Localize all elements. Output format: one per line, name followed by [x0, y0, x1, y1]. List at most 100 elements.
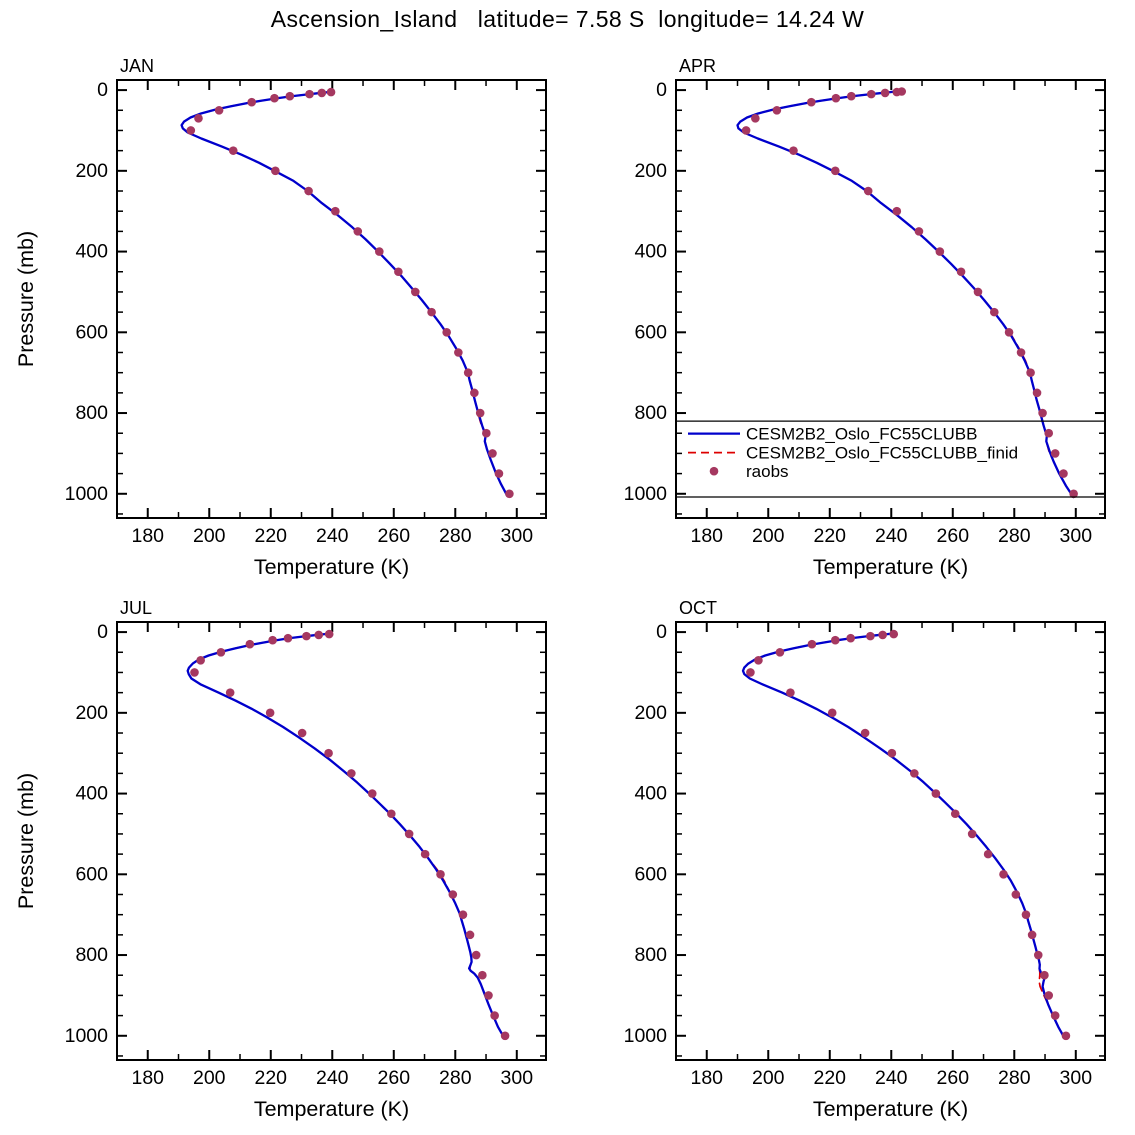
raobs-dot	[999, 870, 1008, 879]
x-tick-label: 180	[131, 1067, 164, 1089]
raobs-dot	[454, 348, 463, 357]
raobs-dot	[831, 93, 841, 103]
raobs-dot	[1026, 368, 1035, 377]
raobs-dot	[950, 809, 960, 819]
x-tick-label: 220	[813, 525, 846, 547]
x-tick-label: 280	[439, 525, 472, 547]
raobs-dot	[247, 97, 256, 107]
x-tick-label: 240	[875, 1067, 908, 1089]
panel-apr: APR 180 200 220 240 260 280 300 0 200 400 600 800 100…	[624, 56, 1106, 579]
raobs-dot	[1032, 388, 1042, 398]
panel-month-label: JUL	[120, 598, 152, 618]
panel-month-label: JAN	[120, 56, 154, 76]
panel-month-label: OCT	[679, 598, 717, 618]
raobs-dot	[1050, 1011, 1060, 1020]
figure-title: Ascension_Island latitude= 7.58 S longit…	[270, 6, 865, 32]
raobs-dot	[1016, 348, 1026, 357]
raobs-dot	[956, 267, 966, 277]
raobs-dot	[830, 166, 840, 176]
raobs-dot	[411, 287, 420, 297]
y-tick-label: 800	[75, 402, 108, 424]
raobs-dot	[484, 991, 493, 1000]
x-tick-label: 200	[752, 525, 785, 547]
raobs-dot	[347, 769, 356, 778]
plot-frame	[675, 79, 1106, 519]
x-tick-label: 220	[813, 1067, 846, 1089]
raobs-dot	[305, 89, 314, 99]
raobs-dot	[471, 950, 481, 960]
raobs-dot	[973, 287, 983, 297]
raobs-dot	[490, 1011, 499, 1020]
y-tick-label: 200	[634, 702, 667, 724]
raobs-dot	[866, 89, 876, 99]
raobs-dot	[807, 639, 817, 649]
y-tick-label: 0	[656, 621, 667, 643]
y-tick-label: 200	[634, 160, 667, 182]
raobs-dot	[775, 647, 785, 657]
x-tick-label: 240	[875, 525, 908, 547]
raobs-dot	[442, 328, 451, 337]
raobs-dot	[228, 146, 238, 155]
series-solid	[741, 632, 1066, 1039]
raobs-dot	[746, 668, 755, 677]
raobs-dot	[324, 629, 334, 639]
raobs-dot	[488, 449, 497, 458]
raobs-dot	[285, 91, 295, 101]
plot-frame	[116, 79, 547, 519]
raobs-dot	[989, 307, 999, 317]
raobs-dot	[304, 186, 313, 196]
raobs-dot	[326, 87, 336, 97]
raobs-dot	[1059, 469, 1068, 478]
raobs-dot	[878, 630, 887, 640]
raobs-dot	[494, 469, 504, 478]
plot-frame	[675, 621, 1106, 1061]
raobs-dot	[914, 227, 924, 236]
y-tick-label: 0	[656, 79, 667, 101]
raobs-dot	[317, 88, 327, 98]
raobs-dot	[892, 206, 902, 216]
raobs-dot	[1040, 970, 1049, 980]
raobs-dot	[470, 388, 479, 398]
y-tick-label: 0	[97, 79, 108, 101]
raobs-dot	[448, 890, 458, 899]
raobs-dot	[1069, 489, 1078, 499]
y-tick-label: 1000	[624, 1025, 668, 1047]
raobs-dot	[245, 639, 255, 649]
y-tick-label: 400	[634, 783, 667, 805]
raobs-dot	[196, 656, 205, 665]
raobs-dot	[1050, 449, 1060, 458]
x-tick-label: 260	[378, 1067, 411, 1089]
x-axis-title: Temperature (K)	[813, 1097, 968, 1121]
raobs-dot	[297, 728, 307, 738]
raobs-dot	[478, 970, 487, 980]
raobs-dot	[404, 829, 414, 839]
raobs-dot	[324, 748, 333, 758]
raobs-dot	[216, 647, 226, 657]
raobs-dot	[270, 93, 279, 103]
raobs-dot	[827, 708, 837, 718]
raobs-dot	[807, 97, 816, 107]
raobs-dot	[1011, 890, 1021, 899]
y-tick-label: 800	[75, 944, 108, 966]
raobs-dot	[505, 489, 514, 499]
raobs-dot	[931, 789, 941, 798]
raobs-dot	[830, 635, 840, 645]
y-tick-label: 1000	[65, 483, 109, 505]
raobs-dot	[367, 789, 377, 798]
raobs-dot	[353, 227, 363, 236]
raobs-dot	[387, 809, 396, 819]
raobs-dot	[897, 87, 907, 96]
raobs-dot	[866, 631, 875, 641]
x-tick-label: 260	[937, 525, 970, 547]
y-tick-label: 400	[75, 241, 108, 263]
x-tick-label: 300	[1060, 525, 1093, 547]
raobs-dot	[935, 247, 945, 256]
raobs-dot	[880, 88, 890, 98]
raobs-dot	[910, 769, 919, 778]
raobs-dot	[283, 633, 293, 643]
raobs-dot	[1004, 328, 1014, 337]
legend: CESM2B2_Oslo_FC55CLUBBCESM2B2_Oslo_FC55C…	[676, 420, 1105, 498]
y-tick-label: 800	[634, 944, 667, 966]
x-tick-label: 220	[254, 525, 287, 547]
x-tick-label: 260	[937, 1067, 970, 1089]
